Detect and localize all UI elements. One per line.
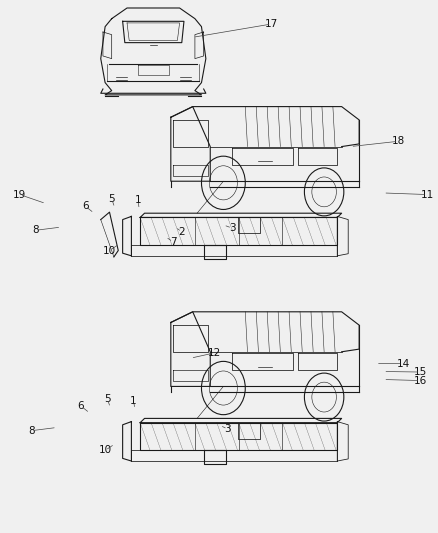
Text: 2: 2 bbox=[178, 227, 185, 237]
Text: 7: 7 bbox=[170, 237, 177, 247]
Text: 14: 14 bbox=[396, 359, 410, 368]
Text: 6: 6 bbox=[78, 401, 85, 411]
Text: 8: 8 bbox=[28, 426, 35, 435]
Text: 12: 12 bbox=[208, 348, 221, 358]
Text: 5: 5 bbox=[104, 394, 111, 403]
Text: 5: 5 bbox=[108, 194, 115, 204]
Text: 15: 15 bbox=[414, 367, 427, 377]
Text: 10: 10 bbox=[99, 446, 112, 455]
Text: 6: 6 bbox=[82, 201, 89, 211]
Text: 1: 1 bbox=[134, 196, 141, 205]
Text: 1: 1 bbox=[130, 396, 137, 406]
Text: 16: 16 bbox=[414, 376, 427, 385]
Text: 3: 3 bbox=[224, 424, 231, 434]
Text: 8: 8 bbox=[32, 225, 39, 235]
Text: 18: 18 bbox=[392, 136, 405, 146]
Text: 10: 10 bbox=[103, 246, 116, 255]
Text: 3: 3 bbox=[229, 223, 236, 233]
Text: 11: 11 bbox=[420, 190, 434, 199]
Text: 17: 17 bbox=[265, 19, 278, 29]
Text: 19: 19 bbox=[13, 190, 26, 199]
